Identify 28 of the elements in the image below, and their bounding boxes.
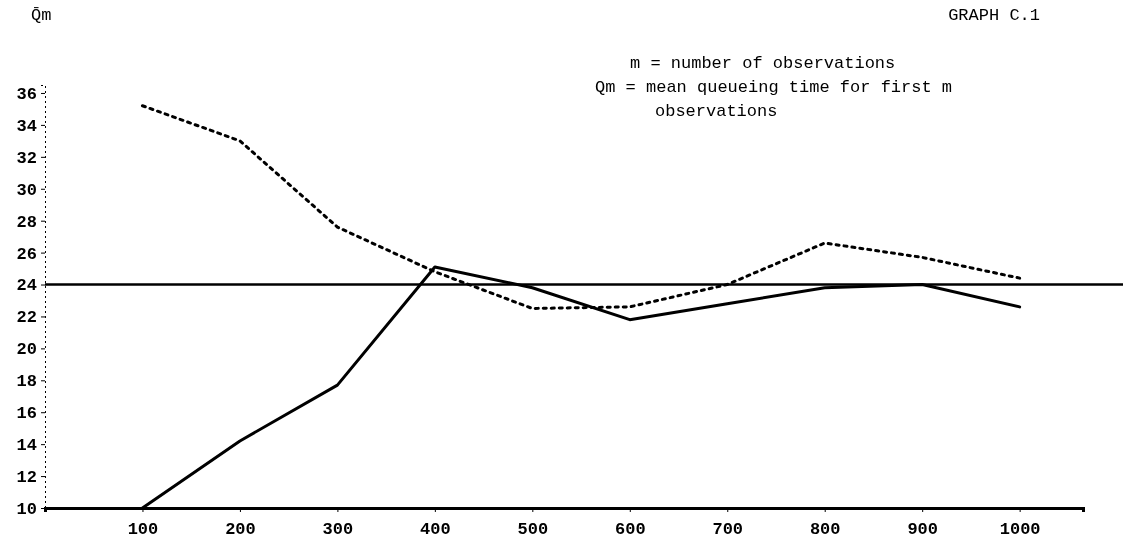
x-tick-label: 1000 [999,519,1041,539]
y-tick-label: 18 [16,372,37,392]
x-tick-label: 200 [225,519,256,539]
text: m = number of observations [630,54,896,73]
x-tick-label: 900 [907,519,938,539]
y-tick-label: 28 [16,212,37,232]
annotation: Qm = mean queueing time for first m observations [595,78,953,121]
y-tick-label: 22 [16,308,37,328]
y-tick-label: 34 [16,116,37,136]
x-tick-label: 500 [517,519,549,539]
y-tick-label: 16 [16,404,37,424]
y-tick-label: 32 [16,148,37,168]
x-tick-label: 600 [614,519,646,539]
y-tick-label: 10 [16,499,37,519]
y-tick-label: 14 [16,436,37,456]
y-tick-label: 24 [16,276,37,296]
x-tick-label: 300 [322,519,354,539]
y-axis-title: Q̄m [31,6,52,25]
y-tick-label: 20 [16,340,37,360]
y-tick-label: 26 [16,244,37,264]
x-tick-label: 700 [712,519,744,539]
y-tick-label: 36 [16,84,37,104]
y-tick-label: 30 [16,180,37,200]
x-tick-label: 100 [127,519,159,539]
chart-title: GRAPH C.1 [948,6,1040,25]
x-tick-label: 800 [809,519,841,539]
x-tick-label: 400 [420,519,451,539]
y-tick-label: 12 [16,468,37,488]
